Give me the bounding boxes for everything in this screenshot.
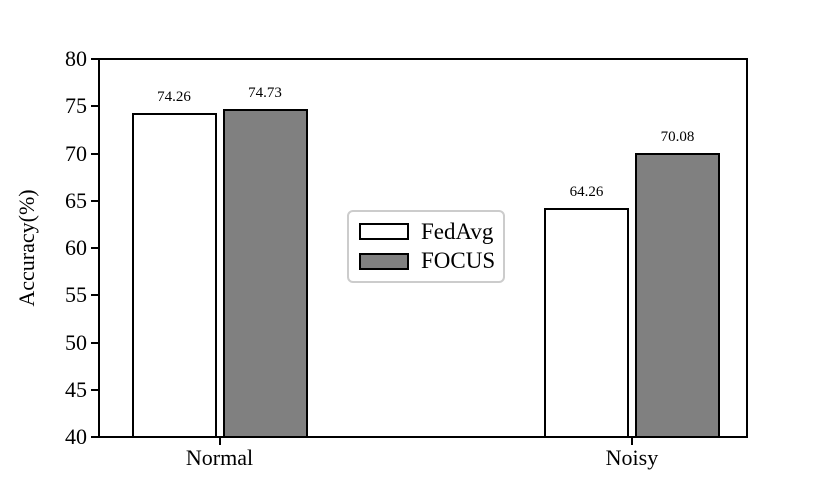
legend: FedAvg FOCUS <box>347 210 505 283</box>
legend-entry-fedavg: FedAvg <box>359 219 503 245</box>
y-tick-mark <box>91 436 98 438</box>
y-tick-label: 80 <box>65 46 87 71</box>
y-tick-mark <box>91 388 98 391</box>
y-tick-label: 50 <box>65 329 87 355</box>
y-tick-mark <box>91 294 98 297</box>
x-tick-mark <box>218 438 221 445</box>
y-tick-mark <box>91 199 98 202</box>
legend-entry-focus: FOCUS <box>359 248 503 274</box>
y-tick-label: 65 <box>65 187 87 213</box>
bar-value-label: 74.26 <box>157 89 191 106</box>
y-tick-label: 70 <box>65 140 87 166</box>
y-tick-mark <box>91 58 98 60</box>
bar-value-label: 70.08 <box>660 128 695 145</box>
legend-label: FOCUS <box>421 248 496 274</box>
x-tick-label: Noisy <box>605 445 659 470</box>
bar-fedavg-normal <box>131 113 217 438</box>
y-tick-label: 40 <box>65 424 87 449</box>
y-tick-mark <box>91 341 98 344</box>
y-tick-mark <box>91 247 98 249</box>
bar-focus-noisy <box>634 152 720 438</box>
y-tick-label: 55 <box>65 282 87 308</box>
legend-label: FedAvg <box>421 218 494 244</box>
y-tick-label: 45 <box>65 376 87 402</box>
bar-fedavg-noisy <box>543 207 629 438</box>
x-tick-label: Normal <box>185 445 254 470</box>
x-tick-mark <box>630 438 633 445</box>
bar-value-label: 64.26 <box>569 183 604 200</box>
legend-swatch-focus <box>359 252 409 270</box>
legend-swatch-fedavg <box>359 223 409 241</box>
bar-value-label: 74.73 <box>248 84 282 101</box>
y-tick-mark <box>91 152 98 155</box>
y-tick-label: 75 <box>65 93 87 119</box>
bar-focus-normal <box>222 108 308 438</box>
y-tick-label: 60 <box>65 235 87 260</box>
y-tick-mark <box>91 105 98 108</box>
